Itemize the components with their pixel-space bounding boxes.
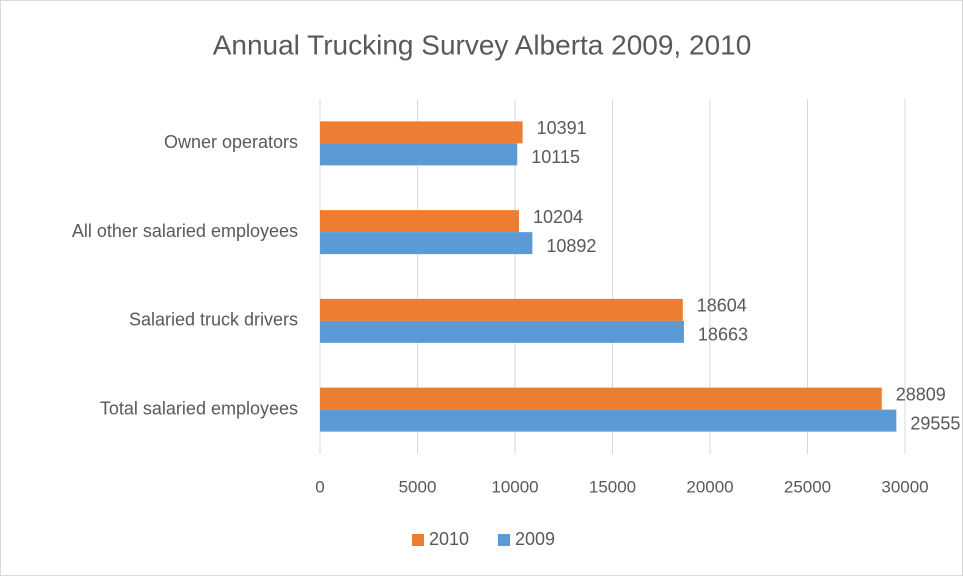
y-tick-label: Total salaried employees xyxy=(100,398,298,418)
y-tick-label: All other salaried employees xyxy=(72,221,298,241)
bar xyxy=(320,320,684,343)
bar xyxy=(320,121,523,144)
bar xyxy=(320,143,518,166)
bar xyxy=(320,387,882,410)
legend-label: 2010 xyxy=(429,529,469,549)
x-tick-label: 30000 xyxy=(881,477,928,496)
legend-swatch xyxy=(498,534,510,546)
data-label: 10115 xyxy=(531,147,580,167)
x-tick-label: 20000 xyxy=(686,477,733,496)
y-tick-label: Salaried truck drivers xyxy=(129,310,298,330)
data-label: 18604 xyxy=(697,296,747,316)
x-tick-label: 5000 xyxy=(399,477,437,496)
data-label: 10391 xyxy=(537,118,587,138)
data-label: 10204 xyxy=(533,207,583,227)
x-tick-label: 0 xyxy=(315,477,324,496)
y-tick-label: Owner operators xyxy=(164,132,298,152)
x-tick-label: 15000 xyxy=(589,477,636,496)
x-tick-label: 10000 xyxy=(491,477,538,496)
bar xyxy=(320,298,683,321)
data-label: 29555 xyxy=(910,413,960,433)
bar xyxy=(320,409,897,432)
data-label: 10892 xyxy=(546,236,596,256)
data-label: 18663 xyxy=(698,325,748,345)
legend-label: 2009 xyxy=(515,529,555,549)
legend-swatch xyxy=(412,534,424,546)
bar xyxy=(320,232,533,255)
x-tick-label: 25000 xyxy=(784,477,831,496)
chart-title: Annual Trucking Survey Alberta 2009, 201… xyxy=(213,29,752,60)
data-label: 28809 xyxy=(896,384,946,404)
bar xyxy=(320,210,519,233)
